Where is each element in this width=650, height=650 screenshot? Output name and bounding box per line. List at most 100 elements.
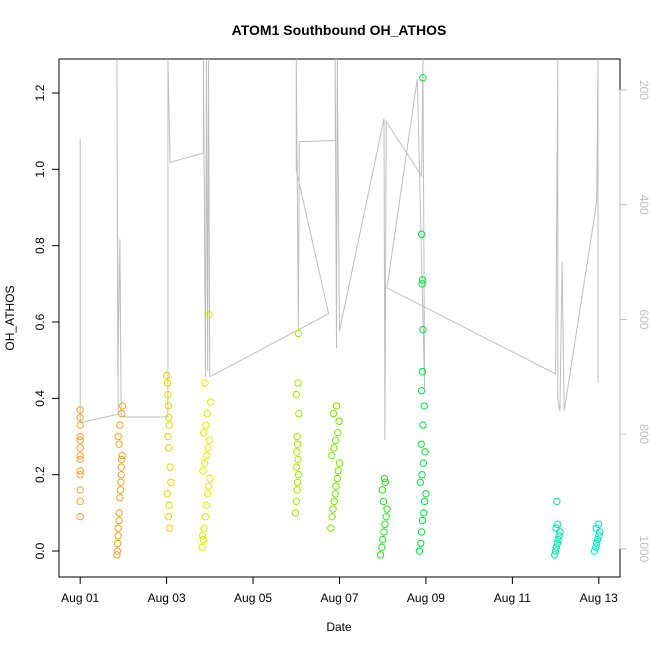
point bbox=[415, 547, 424, 555]
point bbox=[113, 547, 122, 555]
point bbox=[595, 528, 604, 536]
x-tick-label: Aug 09 bbox=[407, 591, 445, 605]
y2-tick-label: 400 bbox=[637, 195, 650, 215]
point bbox=[552, 524, 560, 532]
point bbox=[416, 478, 425, 487]
point bbox=[551, 547, 560, 555]
point bbox=[330, 497, 339, 506]
point bbox=[76, 467, 84, 475]
y-tick-label: 0.6 bbox=[33, 313, 47, 330]
point bbox=[418, 276, 427, 284]
y-tick-label: 1.2 bbox=[33, 84, 47, 101]
y-tick-label: 0.0 bbox=[33, 542, 47, 559]
point bbox=[419, 325, 427, 334]
y-axis-label: OH_ATHOS bbox=[3, 285, 17, 350]
point bbox=[76, 512, 84, 521]
point bbox=[294, 470, 303, 479]
point bbox=[167, 478, 175, 487]
point bbox=[419, 459, 428, 467]
x-tick-label: Aug 11 bbox=[494, 591, 531, 605]
point bbox=[552, 543, 561, 551]
point bbox=[76, 455, 84, 464]
point bbox=[379, 535, 387, 544]
profile-line bbox=[79, 58, 599, 440]
point bbox=[556, 528, 564, 536]
point bbox=[592, 524, 600, 532]
point bbox=[417, 539, 425, 548]
point bbox=[165, 444, 173, 452]
point bbox=[421, 448, 429, 456]
point bbox=[328, 512, 336, 521]
point bbox=[164, 512, 173, 521]
point bbox=[418, 367, 427, 376]
point bbox=[76, 470, 84, 479]
point bbox=[204, 482, 213, 490]
x-axis-label: Date bbox=[326, 620, 352, 634]
y2-tick-label: 200 bbox=[637, 80, 650, 100]
point bbox=[76, 444, 84, 452]
x-tick-label: Aug 13 bbox=[580, 591, 618, 605]
point bbox=[335, 417, 343, 425]
point bbox=[592, 539, 601, 548]
point bbox=[207, 398, 215, 406]
x-tick-label: Aug 05 bbox=[234, 591, 272, 605]
x-tick-label: Aug 03 bbox=[148, 591, 186, 605]
point bbox=[419, 421, 427, 429]
point bbox=[114, 432, 122, 441]
point bbox=[376, 551, 385, 559]
point bbox=[592, 543, 600, 551]
point bbox=[294, 455, 302, 464]
point bbox=[329, 505, 337, 513]
point bbox=[199, 467, 207, 475]
point bbox=[292, 463, 300, 471]
point bbox=[378, 543, 386, 551]
y-tick-label: 1.0 bbox=[33, 161, 47, 178]
point bbox=[202, 421, 210, 429]
point bbox=[331, 436, 340, 445]
point bbox=[201, 512, 210, 521]
point bbox=[117, 470, 125, 479]
point bbox=[165, 524, 174, 532]
point bbox=[206, 474, 214, 483]
chart-title: ATOM1 Southbound OH_ATHOS bbox=[232, 22, 447, 38]
point bbox=[205, 436, 214, 445]
point bbox=[113, 551, 121, 559]
point bbox=[380, 528, 388, 536]
point bbox=[116, 486, 125, 494]
point bbox=[417, 230, 426, 238]
point bbox=[114, 539, 122, 548]
point bbox=[292, 390, 300, 399]
point bbox=[294, 329, 303, 338]
point bbox=[114, 524, 122, 532]
point bbox=[205, 310, 213, 319]
y-tick-label: 0.8 bbox=[33, 237, 47, 254]
point bbox=[327, 524, 335, 532]
point bbox=[117, 478, 125, 487]
point bbox=[117, 409, 126, 418]
point bbox=[332, 402, 341, 410]
point bbox=[116, 421, 124, 429]
point bbox=[383, 505, 391, 513]
point bbox=[117, 455, 126, 464]
point bbox=[76, 486, 84, 494]
point bbox=[594, 520, 603, 529]
y2-tick-label: 1000 bbox=[637, 536, 650, 563]
point bbox=[378, 486, 386, 494]
point bbox=[590, 547, 599, 555]
point bbox=[293, 432, 301, 441]
point bbox=[381, 478, 390, 487]
point bbox=[420, 497, 429, 506]
point bbox=[330, 444, 338, 452]
point bbox=[332, 482, 340, 490]
point bbox=[419, 74, 427, 82]
point bbox=[76, 436, 84, 445]
point bbox=[200, 429, 208, 437]
y2-tick-label: 800 bbox=[637, 424, 650, 444]
point bbox=[118, 451, 126, 460]
point bbox=[165, 501, 173, 509]
point bbox=[199, 535, 208, 544]
point bbox=[198, 532, 207, 540]
point bbox=[76, 421, 84, 429]
point bbox=[554, 520, 562, 529]
point bbox=[333, 474, 342, 483]
